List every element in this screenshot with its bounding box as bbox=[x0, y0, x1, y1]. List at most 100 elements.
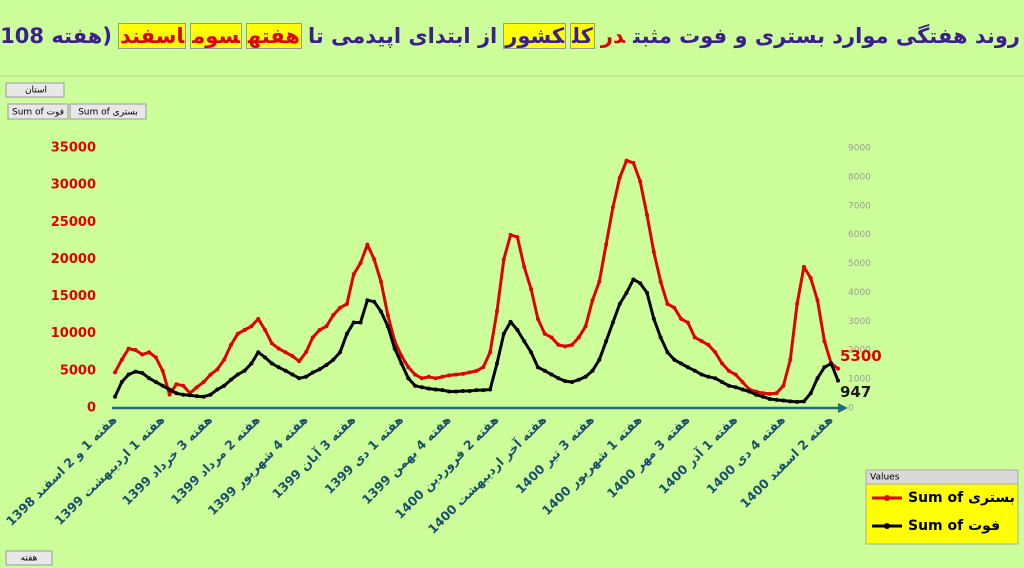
series-line bbox=[113, 277, 840, 404]
point bbox=[481, 365, 486, 370]
point bbox=[188, 393, 193, 398]
point bbox=[113, 394, 117, 399]
point bbox=[372, 299, 377, 304]
point bbox=[815, 298, 820, 303]
point bbox=[610, 320, 615, 325]
point bbox=[440, 388, 445, 393]
point bbox=[590, 298, 595, 303]
y2-tick-label: 4000 bbox=[848, 288, 871, 298]
point bbox=[426, 386, 431, 391]
point bbox=[563, 344, 568, 349]
point bbox=[726, 368, 731, 373]
field-label: Sum of فوت bbox=[12, 108, 64, 118]
point bbox=[133, 348, 138, 353]
point bbox=[651, 316, 656, 321]
x-tick-label: هفته 3 خرداد 1399 bbox=[119, 412, 215, 508]
point bbox=[754, 392, 759, 397]
point bbox=[508, 319, 513, 324]
point bbox=[215, 367, 220, 372]
point bbox=[576, 377, 581, 382]
point bbox=[119, 380, 124, 384]
point bbox=[549, 372, 554, 377]
point bbox=[522, 264, 527, 269]
point bbox=[194, 385, 199, 390]
field-button[interactable] bbox=[7, 103, 69, 120]
point bbox=[672, 305, 677, 310]
y-tick-label: 0 bbox=[87, 401, 96, 416]
point bbox=[460, 371, 465, 376]
legend bbox=[865, 483, 1019, 545]
point bbox=[324, 362, 329, 367]
point bbox=[283, 350, 288, 355]
title-part: اسفند bbox=[117, 23, 187, 49]
point bbox=[781, 383, 786, 388]
point bbox=[617, 175, 622, 180]
point bbox=[685, 365, 690, 370]
y2-tick-label: 2000 bbox=[848, 346, 871, 356]
point bbox=[153, 380, 158, 384]
point bbox=[344, 302, 349, 306]
point bbox=[610, 205, 615, 210]
point bbox=[645, 212, 650, 217]
point bbox=[808, 276, 813, 280]
title-part: کشور bbox=[503, 23, 567, 49]
point bbox=[140, 371, 145, 376]
point bbox=[713, 350, 718, 355]
point bbox=[167, 387, 172, 392]
point bbox=[413, 383, 418, 388]
point bbox=[140, 352, 145, 357]
point bbox=[310, 370, 315, 375]
y-tick-label: 5000 bbox=[60, 363, 96, 378]
title-part: هفته bbox=[245, 23, 302, 49]
point bbox=[583, 374, 588, 379]
point bbox=[276, 346, 281, 351]
point bbox=[222, 383, 227, 388]
point bbox=[767, 391, 772, 396]
point bbox=[249, 324, 254, 329]
point bbox=[413, 372, 418, 377]
point bbox=[590, 368, 595, 373]
field-button[interactable] bbox=[69, 103, 147, 120]
point bbox=[836, 378, 840, 383]
end-label: 5300 bbox=[840, 347, 882, 365]
point bbox=[379, 309, 384, 314]
y2-tick-label: 0 bbox=[848, 404, 854, 414]
point bbox=[358, 261, 363, 266]
point bbox=[269, 361, 274, 366]
point bbox=[760, 391, 765, 396]
point bbox=[556, 376, 561, 381]
point bbox=[133, 369, 138, 374]
x-tick-label: هفته 2 اسفند 1400 bbox=[737, 412, 836, 511]
point bbox=[801, 264, 806, 269]
point bbox=[447, 389, 452, 394]
axis-field-button[interactable] bbox=[5, 550, 53, 566]
point bbox=[181, 383, 186, 388]
point bbox=[228, 377, 233, 382]
y2-tick-label: 9000 bbox=[848, 144, 871, 154]
legend-label: Sum of فوت bbox=[908, 518, 1000, 534]
point bbox=[358, 320, 363, 325]
legend-title: Values bbox=[870, 473, 900, 483]
point bbox=[426, 374, 431, 379]
filter-button[interactable] bbox=[5, 82, 65, 98]
point bbox=[788, 357, 793, 362]
point bbox=[228, 342, 233, 347]
point bbox=[515, 328, 520, 332]
point bbox=[692, 368, 697, 373]
point bbox=[720, 380, 725, 384]
point bbox=[576, 335, 581, 340]
point bbox=[310, 335, 315, 340]
point bbox=[338, 350, 343, 355]
legend-label: Sum of بستری bbox=[908, 490, 1015, 506]
point bbox=[706, 342, 711, 347]
point bbox=[440, 374, 445, 379]
title-part: سوم bbox=[190, 23, 242, 49]
point bbox=[774, 397, 779, 402]
point bbox=[494, 361, 499, 366]
axis-field-label: هفته bbox=[21, 554, 38, 564]
point bbox=[535, 316, 540, 321]
point bbox=[290, 372, 295, 377]
y2-tick-label: 6000 bbox=[848, 230, 871, 240]
point bbox=[351, 320, 356, 325]
